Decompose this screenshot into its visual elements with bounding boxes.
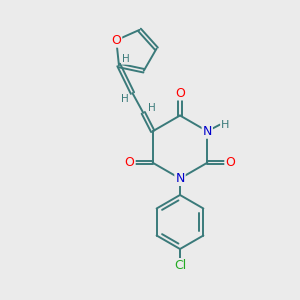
Text: Cl: Cl: [174, 259, 186, 272]
Text: H: H: [148, 103, 156, 113]
Text: O: O: [225, 156, 235, 169]
Text: H: H: [121, 94, 128, 104]
Text: N: N: [202, 125, 212, 138]
Text: H: H: [122, 54, 130, 64]
Text: O: O: [125, 156, 135, 169]
Text: N: N: [175, 172, 185, 185]
Text: O: O: [175, 86, 185, 100]
Text: H: H: [221, 120, 230, 130]
Text: O: O: [111, 34, 121, 47]
